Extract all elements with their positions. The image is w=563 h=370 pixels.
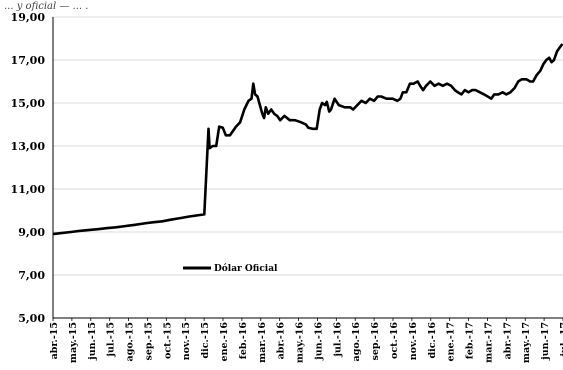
x-tick-label: oct.-15: [162, 322, 173, 359]
x-tick-label: dic.-16: [427, 322, 438, 359]
series-layer: [52, 43, 563, 236]
x-axis-ticks: abr.-15 may.-15 jun.-15 jul.-15 ago.-15 sep.-…: [49, 318, 563, 363]
y-axis-ticks: 5,00 7,00 9,00 11,00 13,00 15,00 17,00 19,00: [11, 11, 563, 325]
x-tick-label: ene.-16: [219, 322, 230, 362]
x-tick-label: may.-16: [295, 322, 306, 363]
y-tick-label: 17,00: [11, 54, 46, 67]
y-tick-label: 13,00: [11, 140, 46, 153]
y-tick-label: 19,00: [11, 11, 46, 24]
x-tick-label: ago.-15: [125, 322, 136, 361]
x-tick-label: sep.-15: [143, 322, 154, 361]
x-tick-label: nov.-16: [408, 322, 419, 361]
x-tick-label: ene.-17: [446, 322, 457, 361]
x-tick-label: jul.-15: [106, 322, 117, 357]
x-tick-label: nov.-15: [181, 322, 192, 360]
x-tick-label: dic.-15: [200, 322, 211, 359]
x-tick-label: ago.-16: [351, 322, 362, 362]
x-tick-label: sep.-16: [370, 322, 381, 361]
x-tick-label: oct.-16: [389, 322, 400, 359]
chart-subtitle: ... y oficial — ... .: [4, 1, 88, 12]
legend: Dólar Oficial: [183, 263, 278, 274]
x-tick-label: abr.-17: [502, 322, 513, 359]
y-tick-label: 9,00: [18, 226, 45, 239]
x-tick-label: jun.-16: [313, 322, 324, 361]
x-tick-label: jul.-16: [332, 322, 343, 358]
y-tick-label: 5,00: [18, 312, 45, 325]
x-tick-label: may.-15: [68, 322, 79, 363]
y-tick-label: 11,00: [11, 183, 46, 196]
legend-label: Dólar Oficial: [214, 263, 278, 274]
x-tick-label: abr.-15: [49, 322, 60, 359]
x-tick-label: jul.-17: [559, 322, 563, 357]
y-tick-label: 15,00: [11, 97, 46, 110]
series-line: [52, 43, 563, 236]
x-tick-label: jun.-17: [540, 322, 551, 361]
x-tick-label: may.-17: [521, 322, 532, 363]
x-tick-label: mar.-17: [483, 322, 494, 363]
y-tick-label: 7,00: [18, 269, 45, 282]
x-tick-label: mar.-16: [257, 322, 268, 363]
x-tick-label: feb.-16: [238, 322, 249, 360]
x-tick-label: jun.-15: [87, 322, 98, 361]
x-tick-label: abr.-16: [276, 322, 287, 360]
x-tick-label: feb.-17: [465, 322, 476, 359]
